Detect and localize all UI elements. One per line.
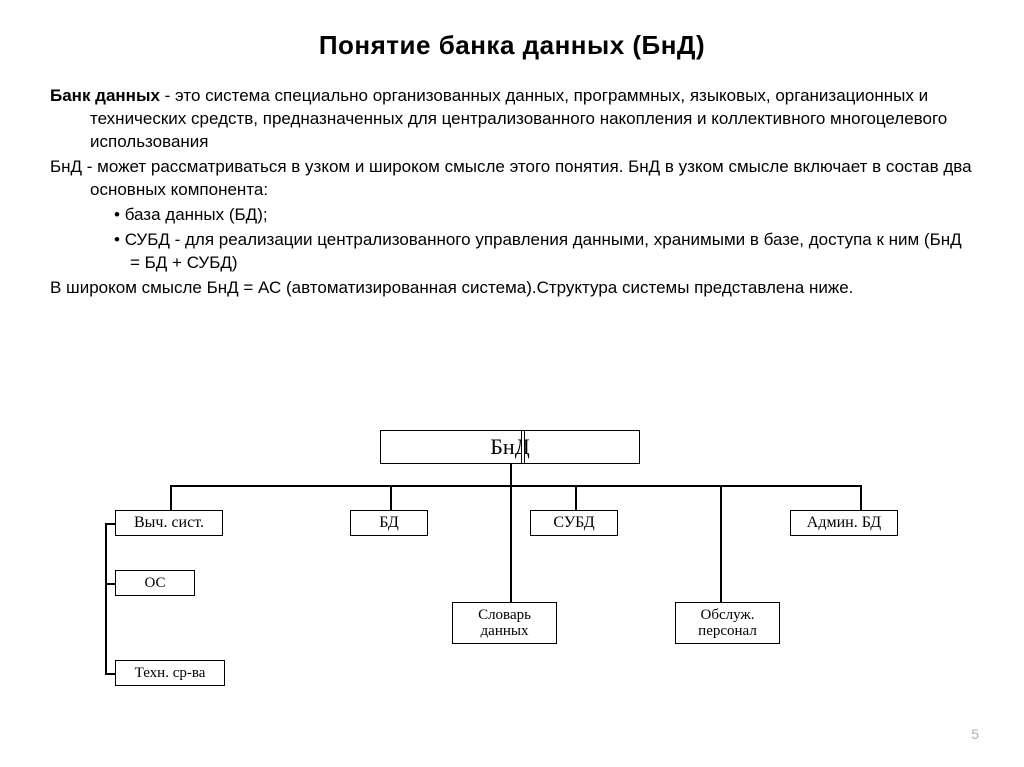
line — [510, 464, 512, 485]
line — [390, 485, 392, 510]
line — [105, 673, 115, 675]
bullet-2: СУБД - для реализации централизованного … — [50, 229, 974, 275]
term-bank-dannykh: Банк данных — [50, 86, 160, 105]
line — [860, 485, 862, 510]
page-number: 5 — [971, 726, 979, 742]
org-tree-diagram: БнД Выч. сист. БД СУБД Админ. БД Словарь данн… — [100, 410, 920, 710]
paragraph-3: В широком смысле БнД = АС (автоматизиров… — [50, 277, 974, 300]
tree-child-2: СУБД — [530, 510, 618, 536]
p1-rest: - это система специально организованных … — [90, 86, 947, 151]
tree-bottom-1: Обслуж. персонал — [675, 602, 780, 644]
line — [720, 485, 722, 602]
tree-root: БнД — [380, 430, 640, 464]
line — [510, 485, 512, 602]
line — [170, 485, 860, 487]
line — [105, 523, 115, 525]
line — [170, 485, 172, 510]
line — [105, 583, 115, 585]
tree-left-0: ОС — [115, 570, 195, 596]
line — [575, 485, 577, 510]
tree-child-3: Админ. БД — [790, 510, 898, 536]
bullet-1: база данных (БД); — [50, 204, 974, 227]
paragraph-1: Банк данных - это система специально орг… — [50, 85, 974, 154]
tree-child-1: БД — [350, 510, 428, 536]
paragraph-2: БнД - может рассматриваться в узком и ши… — [50, 156, 974, 202]
page-title: Понятие банка данных (БнД) — [50, 30, 974, 61]
line — [105, 523, 107, 673]
tree-left-1: Техн. ср-ва — [115, 660, 225, 686]
tree-bottom-0: Словарь данных — [452, 602, 557, 644]
tree-child-0: Выч. сист. — [115, 510, 223, 536]
body-text: Банк данных - это система специально орг… — [50, 85, 974, 299]
